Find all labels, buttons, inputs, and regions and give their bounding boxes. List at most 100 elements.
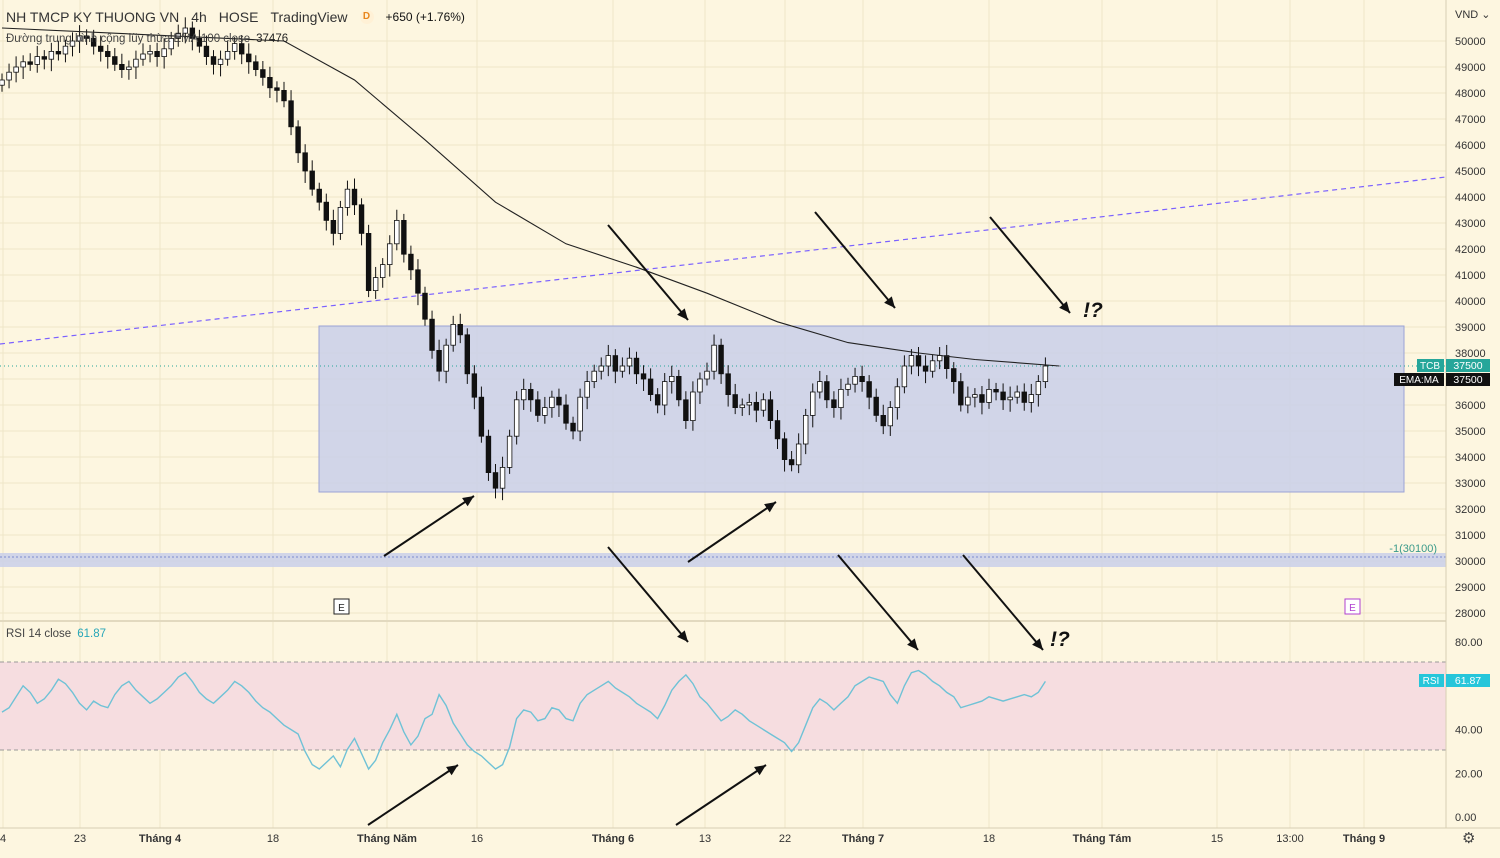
candle[interactable]: [866, 375, 872, 410]
candle[interactable]: [817, 370, 823, 399]
candle[interactable]: [154, 42, 160, 67]
candle[interactable]: [69, 32, 76, 57]
candle[interactable]: [711, 334, 717, 380]
candle[interactable]: [774, 409, 781, 449]
currency-dropdown[interactable]: VND ⌄: [1455, 8, 1491, 21]
candle[interactable]: [316, 182, 322, 211]
candle[interactable]: [506, 429, 513, 474]
candle[interactable]: [1042, 357, 1049, 389]
candle[interactable]: [41, 50, 47, 70]
candle[interactable]: [210, 50, 217, 75]
candle[interactable]: [253, 55, 259, 77]
candle[interactable]: [48, 42, 55, 72]
annotation-arrow[interactable]: [607, 546, 689, 643]
candle[interactable]: [196, 29, 203, 53]
candle[interactable]: [337, 200, 344, 240]
candle[interactable]: [577, 388, 583, 442]
candle[interactable]: [394, 209, 400, 251]
candle[interactable]: [27, 53, 33, 71]
candle[interactable]: [612, 349, 619, 384]
candle[interactable]: [986, 378, 992, 409]
candle[interactable]: [189, 21, 196, 51]
candle[interactable]: [288, 90, 294, 136]
candle[interactable]: [260, 61, 266, 86]
candle[interactable]: [965, 386, 971, 414]
candle[interactable]: [908, 349, 915, 375]
candle[interactable]: [626, 347, 633, 375]
time-axis[interactable]: 4 23 Tháng 4 18 Tháng Năm 16 Tháng 6 13 22 Tháng …: [0, 833, 1385, 845]
candle[interactable]: [746, 393, 752, 416]
candle[interactable]: [640, 365, 647, 391]
candle[interactable]: [852, 367, 858, 393]
candle[interactable]: [915, 347, 922, 377]
candle[interactable]: [499, 456, 506, 501]
candle[interactable]: [725, 365, 731, 407]
candle[interactable]: [274, 81, 280, 103]
trendline[interactable]: [0, 176, 1447, 345]
candle[interactable]: [697, 372, 703, 404]
candle[interactable]: [485, 429, 492, 481]
candle[interactable]: [781, 432, 788, 472]
candle[interactable]: [267, 66, 273, 98]
candle[interactable]: [415, 259, 421, 306]
candle[interactable]: [126, 60, 132, 80]
candle[interactable]: [55, 40, 62, 61]
candle[interactable]: [838, 378, 844, 420]
annotation-arrow[interactable]: [383, 495, 475, 557]
candle[interactable]: [958, 373, 964, 412]
candle[interactable]: [929, 354, 936, 378]
candle[interactable]: [859, 365, 865, 392]
ema-legend[interactable]: Đường trung bình cộng lũy thừa EMA 100 c…: [6, 33, 288, 45]
candle[interactable]: [1007, 386, 1013, 412]
candle[interactable]: [20, 55, 26, 79]
candle[interactable]: [492, 464, 499, 499]
candle[interactable]: [182, 17, 188, 44]
candle[interactable]: [140, 43, 146, 66]
candle[interactable]: [1000, 383, 1006, 410]
candle[interactable]: [795, 433, 802, 474]
candle[interactable]: [351, 178, 358, 215]
symbol-name[interactable]: NH TMCP KY THUONG VN: [6, 9, 180, 25]
price-axis[interactable]: 50000 49000 48000 47000 46000 45000 44000 43000…: [1455, 36, 1486, 620]
candle[interactable]: [901, 355, 908, 394]
candle[interactable]: [873, 388, 879, 422]
candle[interactable]: [295, 120, 301, 163]
candle[interactable]: [112, 48, 118, 71]
candle[interactable]: [831, 391, 837, 418]
candle[interactable]: [951, 362, 957, 394]
candle[interactable]: [803, 408, 809, 455]
gear-icon[interactable]: ⚙: [1462, 830, 1476, 847]
earnings-marker-2[interactable]: E: [1344, 598, 1361, 615]
candle[interactable]: [372, 266, 379, 299]
candle[interactable]: [90, 29, 97, 55]
candle[interactable]: [471, 365, 478, 410]
candle[interactable]: [633, 351, 640, 384]
annotation-arrow[interactable]: [814, 211, 896, 309]
candle[interactable]: [1021, 383, 1027, 411]
candle[interactable]: [1035, 375, 1042, 407]
candle[interactable]: [358, 198, 365, 246]
candle[interactable]: [224, 40, 231, 66]
candle[interactable]: [1028, 383, 1034, 413]
candle[interactable]: [894, 378, 901, 420]
annotation-arrow[interactable]: [687, 501, 777, 563]
candle[interactable]: [344, 180, 351, 216]
candle[interactable]: [972, 388, 978, 408]
candle[interactable]: [739, 398, 745, 416]
annotation-arrow[interactable]: [367, 764, 459, 826]
annotation-arrow[interactable]: [989, 216, 1071, 314]
candle[interactable]: [683, 391, 689, 429]
candle[interactable]: [993, 382, 999, 401]
candle[interactable]: [365, 224, 372, 298]
candle[interactable]: [591, 364, 597, 389]
candle[interactable]: [76, 25, 83, 53]
candle[interactable]: [513, 391, 520, 445]
candle[interactable]: [810, 383, 816, 428]
candle[interactable]: [302, 144, 308, 183]
rsi-question-annotation[interactable]: !?: [1050, 628, 1070, 651]
annotation-arrow[interactable]: [607, 224, 689, 321]
annotation-arrow[interactable]: [837, 554, 919, 651]
candle[interactable]: [330, 209, 337, 246]
earnings-marker-1[interactable]: E: [333, 598, 350, 615]
